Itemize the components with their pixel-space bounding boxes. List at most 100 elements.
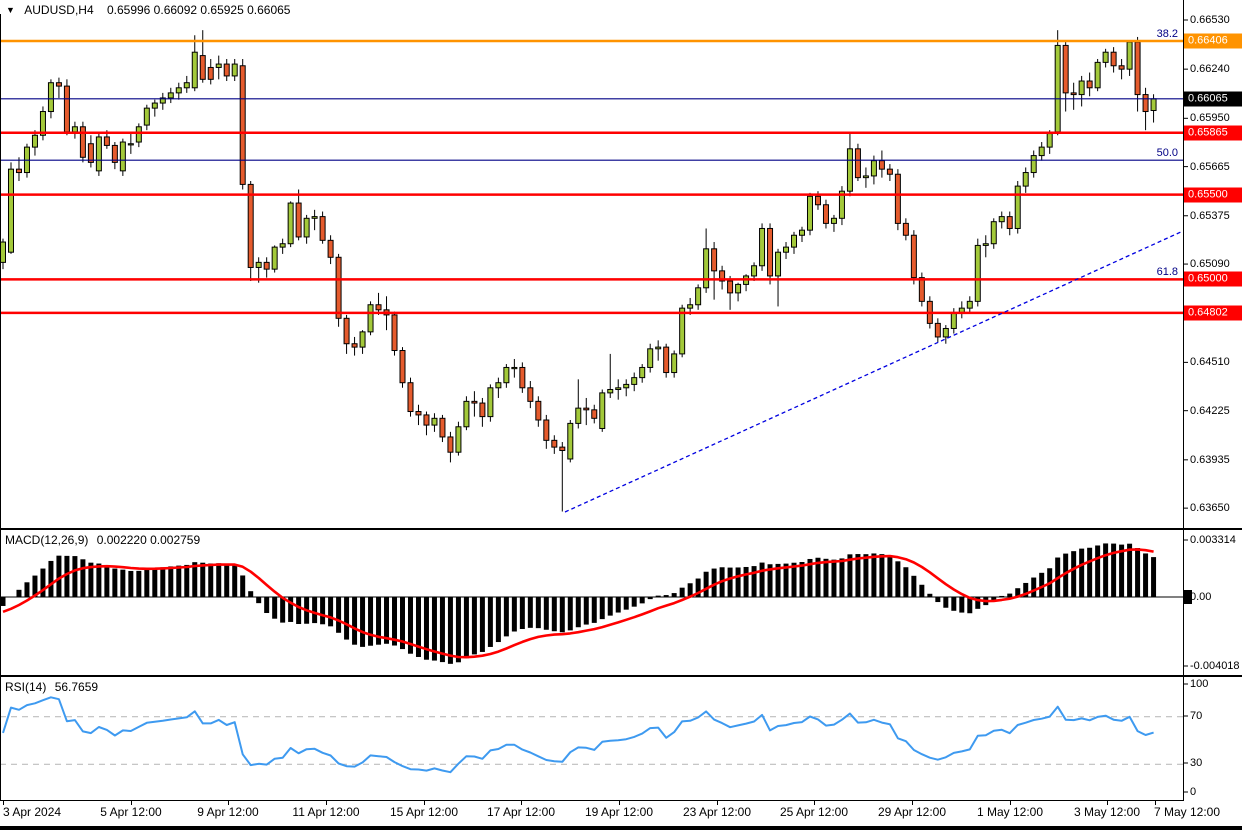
fib-level-label: 61.8 bbox=[1156, 266, 1178, 279]
macd-histogram-bar bbox=[527, 597, 533, 628]
bear-candle bbox=[1118, 65, 1125, 70]
price-axis-label[interactable]: 0.63650 bbox=[1190, 502, 1230, 515]
price-axis-label[interactable]: 0.64510 bbox=[1190, 356, 1230, 369]
macd-histogram-bar bbox=[631, 597, 637, 607]
time-axis-label[interactable]: 25 Apr 12:00 bbox=[779, 805, 849, 819]
bull-candle bbox=[1038, 146, 1045, 157]
price-level-badge: 0.64802 bbox=[1184, 305, 1242, 321]
rsi-axis-label[interactable]: 100 bbox=[1190, 678, 1209, 690]
macd-histogram-bar bbox=[863, 554, 869, 597]
rsi-panel-separator[interactable] bbox=[0, 675, 1242, 677]
bull-candle bbox=[119, 141, 126, 172]
bull-candle bbox=[135, 126, 142, 143]
time-axis-label[interactable]: 19 Apr 12:00 bbox=[584, 805, 654, 819]
bear-candle bbox=[711, 248, 718, 272]
macd-histogram-bar bbox=[48, 560, 54, 597]
macd-histogram-bar bbox=[999, 595, 1005, 597]
rsi-line bbox=[2, 696, 1154, 774]
price-axis-label[interactable]: 0.66530 bbox=[1190, 14, 1230, 26]
bull-candle bbox=[735, 283, 742, 294]
macd-histogram-bar bbox=[312, 597, 318, 624]
bull-candle bbox=[1078, 80, 1085, 96]
macd-histogram-bar bbox=[711, 568, 717, 597]
price-axis-line[interactable] bbox=[1183, 0, 1184, 801]
bull-candle bbox=[127, 143, 134, 146]
collapse-icon[interactable]: ▼ bbox=[6, 5, 15, 15]
bear-candle bbox=[15, 168, 22, 174]
bear-candle bbox=[399, 350, 406, 384]
rsi-title-label: RSI(14) bbox=[5, 680, 47, 694]
bull-candle bbox=[639, 366, 646, 379]
macd-histogram-bar bbox=[783, 563, 789, 597]
bull-candle bbox=[191, 51, 198, 89]
macd-histogram-bar bbox=[1119, 544, 1125, 597]
macd-histogram-bar bbox=[551, 597, 557, 632]
bull-candle bbox=[830, 217, 837, 224]
rsi-axis-label[interactable]: 70 bbox=[1190, 710, 1203, 722]
price-axis-label[interactable]: 0.65950 bbox=[1190, 112, 1230, 125]
bull-candle bbox=[167, 92, 174, 99]
time-axis-label[interactable]: 11 Apr 12:00 bbox=[292, 805, 360, 819]
macd-histogram-bar bbox=[1151, 557, 1157, 597]
bull-candle bbox=[623, 383, 630, 389]
time-axis-label[interactable]: 23 Apr 12:00 bbox=[682, 805, 752, 819]
bull-candle bbox=[862, 175, 869, 179]
time-axis-label[interactable]: 1 May 12:00 bbox=[976, 805, 1044, 819]
bear-candle bbox=[910, 234, 917, 279]
candlestick-series bbox=[0, 30, 1157, 512]
macd-histogram-bar bbox=[911, 575, 917, 597]
price-axis-label[interactable]: 0.66240 bbox=[1190, 63, 1230, 76]
macd-histogram-bar bbox=[735, 567, 741, 597]
macd-histogram-bar bbox=[264, 597, 270, 614]
macd-histogram-bar bbox=[168, 566, 174, 597]
bull-candle bbox=[487, 387, 494, 418]
macd-histogram-bar bbox=[495, 597, 501, 643]
macd-histogram-bar bbox=[296, 597, 302, 625]
chart-title: ▼ AUDUSD,H4 0.65996 0.66092 0.65925 0.66… bbox=[6, 3, 290, 17]
time-axis-label[interactable]: 5 Apr 12:00 bbox=[100, 805, 162, 819]
price-axis-label[interactable]: 0.65375 bbox=[1190, 209, 1230, 222]
price-axis-label[interactable]: 0.65665 bbox=[1190, 160, 1230, 173]
macd-histogram-bar bbox=[839, 558, 845, 597]
bear-candle bbox=[199, 55, 206, 80]
macd-histogram-bar bbox=[64, 555, 70, 597]
bear-candle bbox=[543, 419, 550, 441]
macd-axis-label[interactable]: 0.003314 bbox=[1190, 534, 1236, 546]
bull-candle bbox=[7, 168, 14, 253]
bear-candle bbox=[767, 227, 774, 277]
price-level-badge: 0.66406 bbox=[1184, 33, 1242, 49]
bull-candle bbox=[431, 417, 438, 426]
macd-histogram-bar bbox=[407, 597, 413, 654]
price-axis-label[interactable]: 0.65090 bbox=[1190, 258, 1230, 271]
time-axis-label[interactable]: 7 May 12:00 bbox=[1153, 805, 1221, 819]
time-axis-label[interactable]: 9 Apr 12:00 bbox=[197, 805, 259, 819]
macd-histogram-bar bbox=[1031, 577, 1037, 597]
trendline bbox=[564, 230, 1184, 513]
rsi-axis-label[interactable]: 0 bbox=[1190, 786, 1197, 798]
time-axis-label[interactable]: 17 Apr 12:00 bbox=[486, 805, 556, 819]
time-axis-label[interactable]: 29 Apr 12:00 bbox=[877, 805, 947, 819]
macd-axis-label[interactable]: 0.00 bbox=[1190, 591, 1212, 603]
bull-candle bbox=[775, 251, 782, 277]
macd-axis-label[interactable]: -0.004018 bbox=[1190, 660, 1240, 672]
bear-candle bbox=[814, 195, 821, 206]
bear-candle bbox=[335, 256, 342, 319]
time-axis-label[interactable]: 3 Apr 2024 bbox=[3, 805, 62, 819]
macd-histogram-bar bbox=[703, 571, 709, 597]
rsi-axis-label[interactable]: 30 bbox=[1190, 757, 1203, 769]
time-axis-label[interactable]: 15 Apr 12:00 bbox=[389, 805, 459, 819]
bear-candle bbox=[894, 173, 901, 224]
time-axis-label[interactable]: 3 May 12:00 bbox=[1073, 805, 1141, 819]
price-axis-label[interactable]: 0.63935 bbox=[1190, 453, 1230, 466]
bull-candle bbox=[31, 134, 38, 148]
bull-candle bbox=[1094, 61, 1101, 89]
bear-candle bbox=[822, 204, 829, 224]
bear-candle bbox=[727, 280, 734, 294]
price-axis-label[interactable]: 0.64225 bbox=[1190, 404, 1230, 417]
bull-candle bbox=[615, 387, 622, 390]
macd-panel-separator[interactable] bbox=[0, 528, 1242, 530]
bear-candle bbox=[559, 446, 566, 452]
bull-candle bbox=[1046, 133, 1053, 148]
macd-histogram-bar bbox=[16, 589, 22, 597]
